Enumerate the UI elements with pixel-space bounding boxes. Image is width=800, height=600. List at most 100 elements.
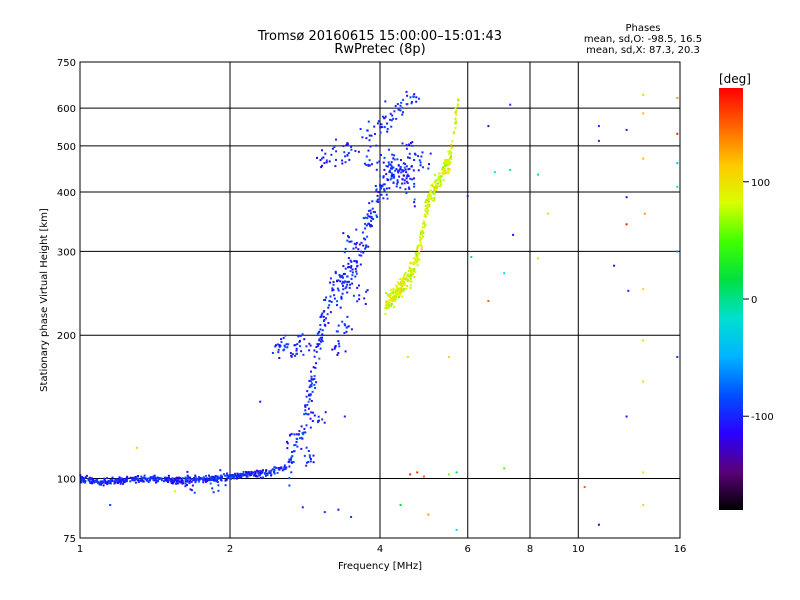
- x-mode-point: [446, 162, 449, 165]
- y-tick-label: 600: [57, 104, 76, 115]
- scattered-point: [537, 173, 539, 176]
- x-mode-point: [389, 288, 392, 291]
- o-mode-point: [310, 400, 313, 402]
- o-mode-point: [360, 254, 363, 257]
- o-mode-point: [129, 480, 132, 483]
- o-mode-point: [88, 480, 91, 483]
- o-mode-point: [219, 469, 222, 472]
- o-mode-point: [335, 158, 337, 161]
- x-mode-point: [430, 197, 433, 200]
- o-mode-point: [252, 474, 255, 477]
- x-mode-point: [412, 273, 414, 275]
- o-mode-point: [403, 182, 406, 185]
- o-mode-point: [236, 476, 239, 479]
- o-mode-point: [322, 315, 325, 318]
- o-mode-point: [117, 482, 119, 484]
- stats-heading: Phases: [625, 23, 660, 34]
- o-mode-point: [290, 355, 293, 358]
- x-mode-point: [394, 298, 397, 301]
- x-mode-point: [385, 292, 388, 294]
- o-mode-point: [274, 345, 277, 348]
- o-mode-point: [409, 177, 412, 180]
- y-tick-label: 75: [63, 534, 76, 545]
- o-mode-point: [167, 478, 170, 481]
- o-mode-point: [337, 342, 340, 345]
- o-mode-point: [210, 475, 213, 478]
- o-mode-point: [332, 280, 335, 283]
- x-mode-point: [446, 164, 449, 167]
- scattered-point: [503, 467, 506, 470]
- o-mode-point: [419, 164, 422, 167]
- o-mode-point: [326, 313, 329, 316]
- o-mode-point: [363, 237, 365, 240]
- o-mode-point: [89, 482, 92, 484]
- scattered-point: [301, 506, 304, 509]
- o-mode-point: [307, 450, 310, 452]
- o-mode-point: [131, 476, 134, 479]
- o-mode-point: [225, 478, 228, 481]
- o-mode-point: [286, 346, 289, 349]
- x-mode-point: [391, 290, 394, 293]
- o-mode-point: [408, 188, 411, 190]
- o-mode-point: [312, 378, 314, 381]
- o-mode-point: [398, 175, 401, 178]
- o-mode-point: [334, 272, 337, 275]
- o-mode-point: [417, 155, 420, 158]
- scattered-point: [642, 93, 645, 96]
- scattered-point: [455, 471, 458, 474]
- o-mode-point: [317, 415, 320, 418]
- o-mode-point: [241, 473, 244, 476]
- o-mode-point: [343, 251, 346, 254]
- o-mode-point: [384, 115, 387, 118]
- x-mode-point: [409, 277, 412, 280]
- o-mode-point: [295, 347, 298, 350]
- o-mode-point: [406, 182, 409, 184]
- o-mode-point: [344, 161, 347, 164]
- o-mode-point: [307, 407, 310, 410]
- o-mode-point: [407, 175, 410, 178]
- o-mode-point: [286, 442, 289, 445]
- o-mode-point: [376, 122, 379, 125]
- o-mode-point: [323, 320, 325, 322]
- o-mode-point: [95, 480, 98, 483]
- o-mode-point: [313, 355, 316, 358]
- o-mode-point: [377, 200, 380, 203]
- o-mode-point: [319, 336, 322, 339]
- o-mode-point: [293, 444, 296, 447]
- o-mode-point: [302, 353, 305, 356]
- x-mode-point: [406, 284, 409, 287]
- o-mode-point: [390, 119, 393, 122]
- o-mode-point: [364, 238, 367, 241]
- o-mode-point: [276, 471, 279, 474]
- o-mode-point: [317, 344, 320, 347]
- o-mode-point: [303, 454, 306, 457]
- x-mode-point: [409, 262, 412, 265]
- o-mode-point: [344, 267, 347, 270]
- o-mode-point: [296, 438, 299, 440]
- x-mode-point: [414, 261, 417, 264]
- o-mode-point: [320, 314, 323, 317]
- o-mode-point: [298, 341, 301, 343]
- x-mode-point: [412, 257, 415, 260]
- o-mode-point: [395, 117, 398, 120]
- o-mode-point: [415, 100, 418, 103]
- x-mode-point: [401, 285, 403, 287]
- o-mode-point: [347, 257, 350, 259]
- x-mode-point: [423, 222, 426, 225]
- o-mode-point: [254, 470, 256, 473]
- x-mode-point: [403, 288, 406, 290]
- o-mode-point: [173, 478, 176, 481]
- scattered-point: [493, 171, 496, 174]
- o-mode-point: [98, 481, 101, 484]
- o-mode-point: [318, 338, 321, 341]
- o-mode-point: [341, 162, 344, 165]
- o-mode-point: [315, 362, 317, 365]
- x-mode-point: [424, 225, 427, 228]
- x-mode-point: [447, 171, 450, 174]
- o-mode-point: [134, 481, 137, 484]
- o-mode-point: [340, 295, 343, 298]
- o-mode-point: [373, 125, 376, 128]
- x-mode-point: [410, 274, 413, 277]
- o-mode-point: [366, 289, 369, 292]
- x-mode-point: [390, 297, 393, 300]
